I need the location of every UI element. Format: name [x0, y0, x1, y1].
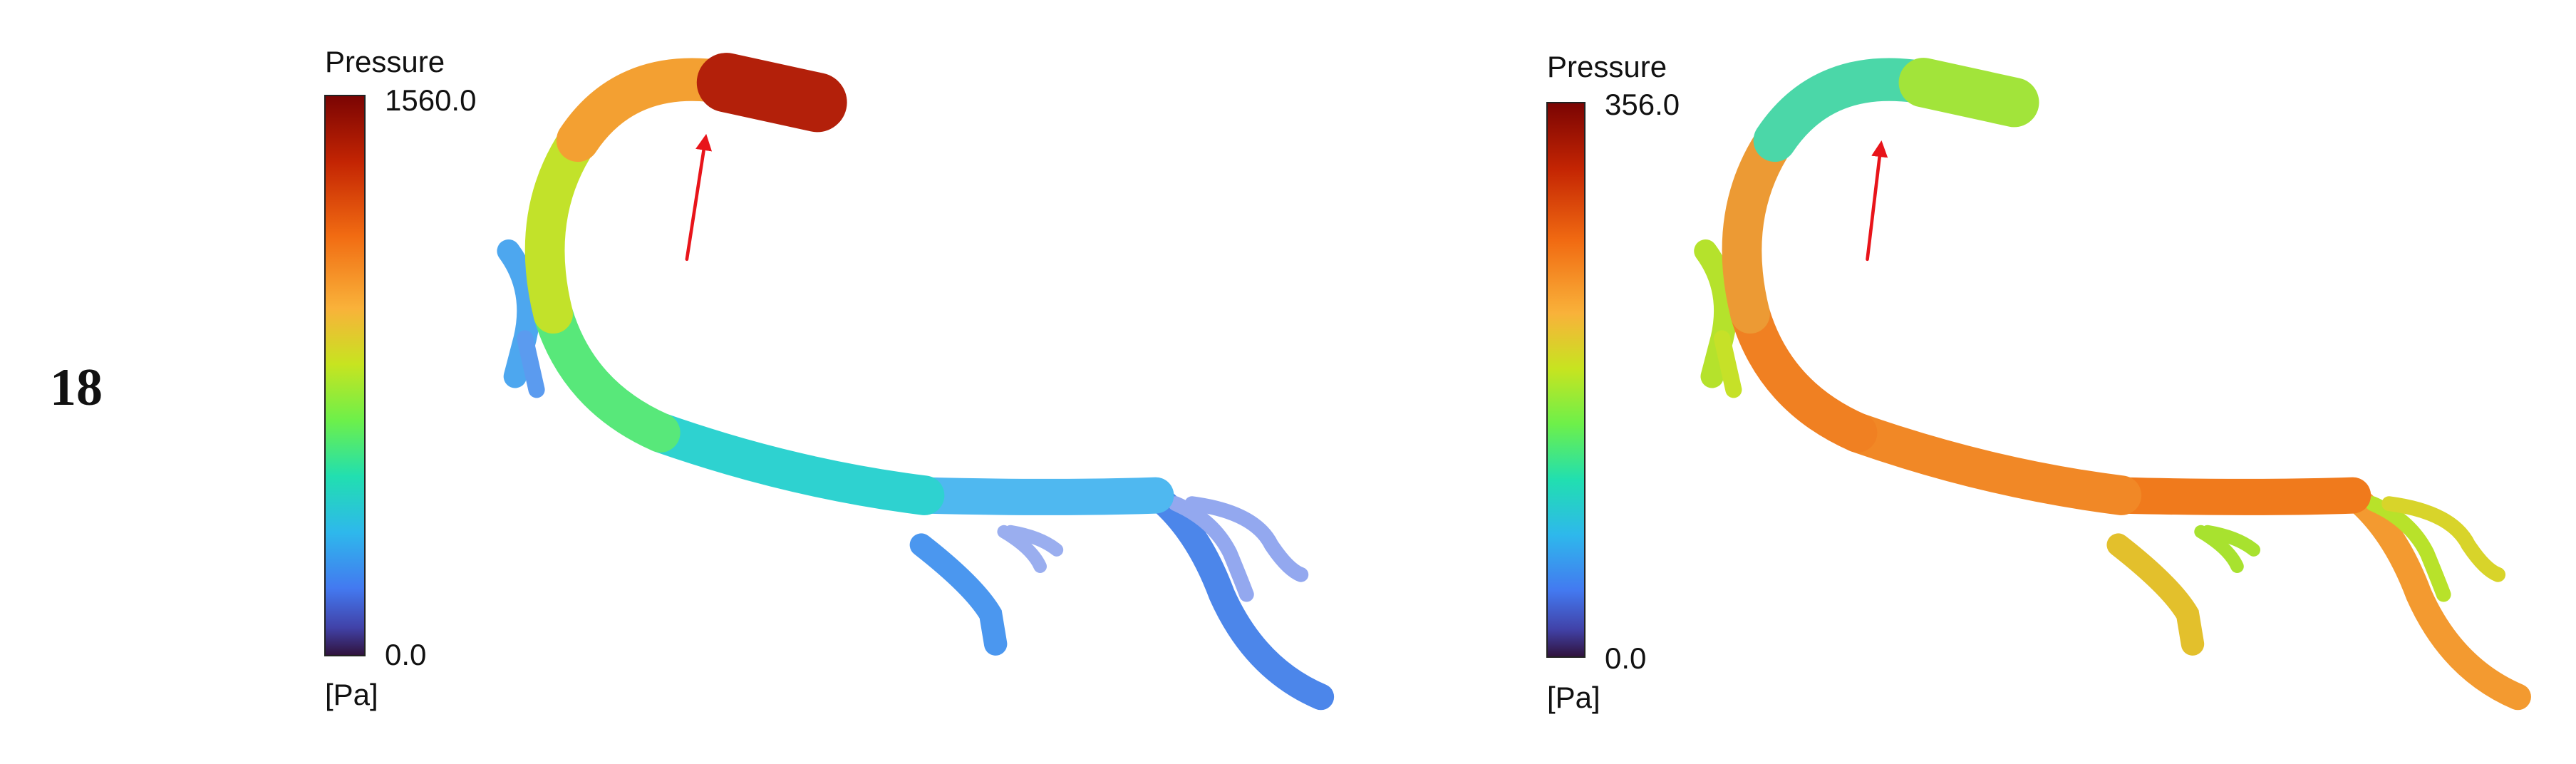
vessel-branch [2353, 495, 2518, 697]
figure-number: 18 [50, 358, 103, 417]
vessel-segment [925, 495, 1156, 497]
vessel-segment [1858, 433, 2122, 495]
vessel-branch [1156, 495, 1321, 697]
vessel-outlet [726, 83, 817, 103]
legend-unit: [Pa] [1547, 681, 1600, 714]
legend-max: 1560.0 [385, 83, 476, 117]
color-bar [1546, 102, 1586, 658]
vessel-branch [921, 545, 995, 644]
legend-min: 0.0 [385, 638, 426, 671]
legend-unit: [Pa] [325, 678, 378, 711]
vessel-segment [661, 433, 925, 495]
vessel-segment [2121, 495, 2352, 497]
legend: Pressure 1560.0 0.0 [Pa] [324, 45, 476, 711]
vessel-branch [2119, 545, 2193, 644]
vessel-model [1705, 80, 2518, 697]
legend: Pressure 356.0 0.0 [Pa] [1546, 50, 1680, 714]
legend-title: Pressure [1547, 50, 1667, 83]
legend-min: 0.0 [1605, 641, 1646, 675]
vessel-branch [1722, 339, 1734, 390]
legend-max: 356.0 [1605, 88, 1680, 121]
legend-title: Pressure [325, 45, 445, 78]
vessel-segment [1742, 140, 1774, 314]
color-bar [324, 95, 366, 656]
arrow [1866, 140, 1888, 262]
vessel-segment [553, 314, 661, 433]
arrow [685, 133, 713, 262]
vessel-segment [1750, 314, 1858, 433]
vessel-model [509, 80, 1321, 697]
vessel-segment [545, 140, 578, 314]
vessel-outlet [1923, 83, 2014, 103]
vessel-branch [525, 339, 537, 390]
